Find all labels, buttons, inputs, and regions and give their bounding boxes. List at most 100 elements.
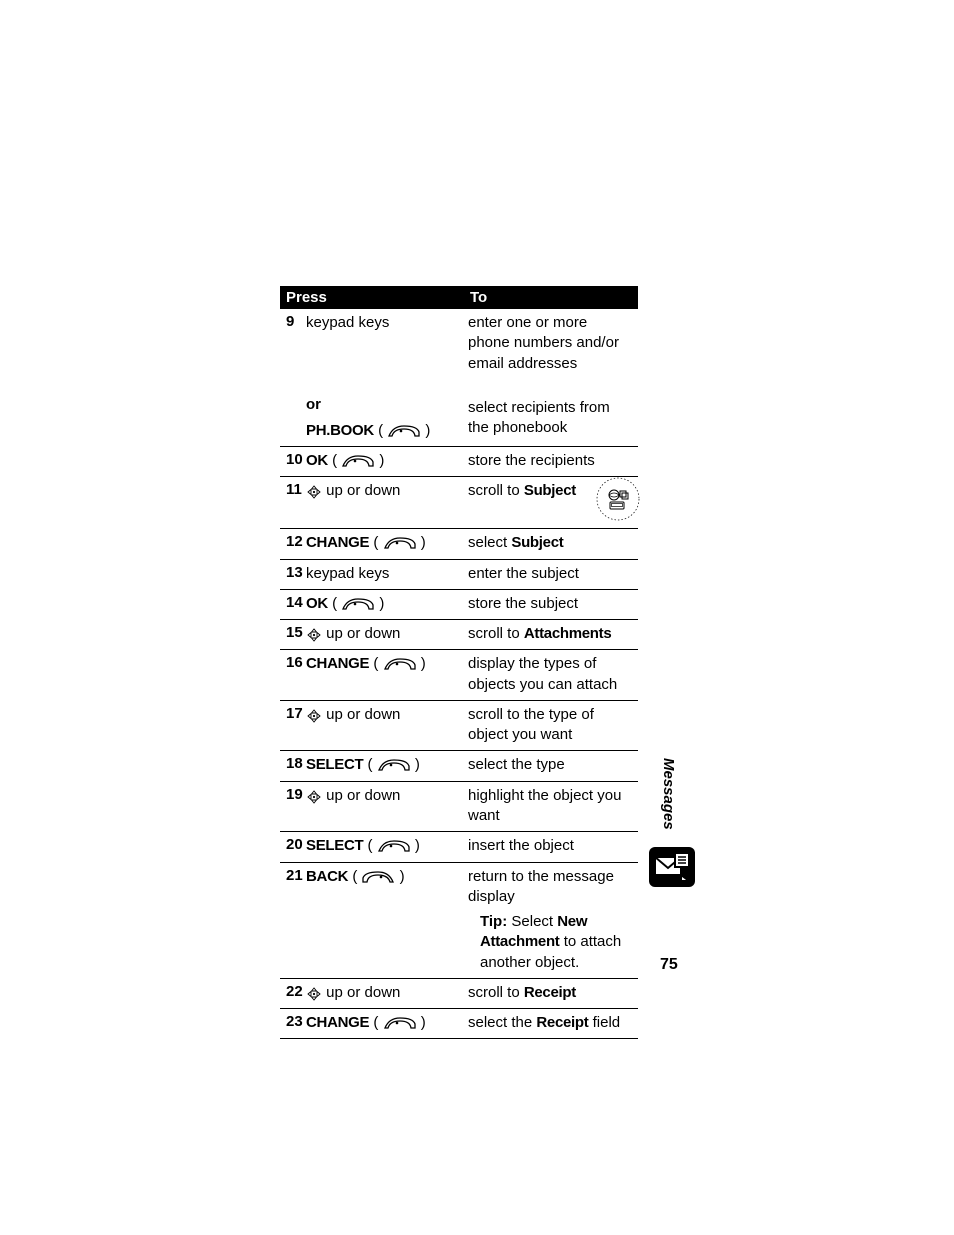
tip-block: Tip: Select New Attachment to attach ano… [468, 912, 632, 973]
subject-label: Subject [511, 534, 563, 551]
table-header: Press To [280, 286, 638, 309]
to-cell: select Subject [468, 533, 638, 553]
press-text: PH.BOOK ( ) [306, 421, 462, 441]
receipt-label: Receipt [536, 1014, 588, 1031]
instruction-table: Press To 9 keypad keys or PH.BOOK ( ) [280, 286, 638, 1039]
press-cell: BACK ( ) [306, 867, 468, 887]
left-softkey-icon [383, 533, 417, 553]
scroll-icon [306, 786, 322, 805]
left-softkey-icon [383, 1013, 417, 1033]
updown-label: up or down [326, 706, 400, 723]
step-number: 11 [280, 481, 306, 498]
paren-open: ( [378, 422, 383, 439]
paren-open: ( [373, 655, 378, 672]
paren-open: ( [332, 595, 337, 612]
step-number: 10 [280, 451, 306, 468]
paren-open: ( [352, 868, 357, 885]
paren-close: ) [379, 595, 384, 612]
to-text: field [588, 1014, 620, 1031]
paren-close: ) [421, 534, 426, 551]
change-label: CHANGE [306, 1014, 369, 1031]
step-number: 17 [280, 705, 306, 722]
table-row: 12 CHANGE ( ) select Subject [280, 529, 638, 559]
step-number: 20 [280, 836, 306, 853]
paren-close: ) [421, 655, 426, 672]
to-text: scroll to [468, 625, 524, 642]
updown-label: up or down [326, 625, 400, 642]
step-number: 12 [280, 533, 306, 550]
table-row: 17 up or down scroll to the type of obje… [280, 701, 638, 752]
to-cell: enter the subject [468, 564, 638, 584]
to-text: scroll to [468, 984, 524, 1001]
to-cell: scroll to the type of object you want [468, 705, 638, 746]
paren-close: ) [379, 452, 384, 469]
to-text: select [468, 534, 511, 551]
scroll-icon [306, 625, 322, 644]
envelope-icon [645, 840, 699, 894]
tip-label: Tip: [480, 913, 507, 930]
or-label: or [306, 395, 462, 415]
to-cell: enter one or more phone numbers and/or e… [468, 313, 638, 438]
press-cell: keypad keys [306, 564, 468, 584]
press-cell: up or down [306, 983, 468, 1003]
to-text: select the [468, 1014, 536, 1031]
header-press: Press [280, 289, 468, 306]
press-text: keypad keys [306, 313, 462, 333]
attachments-label: Attachments [524, 625, 612, 642]
press-cell: OK ( ) [306, 594, 468, 614]
table-row: 18 SELECT ( ) select the type [280, 751, 638, 781]
section-tab-label: Messages [660, 758, 677, 830]
press-cell: SELECT ( ) [306, 836, 468, 856]
step-number: 21 [280, 867, 306, 884]
step-number: 23 [280, 1013, 306, 1030]
ok-label: OK [306, 595, 328, 612]
step-number: 15 [280, 624, 306, 641]
to-cell: insert the object [468, 836, 638, 856]
press-cell: keypad keys or PH.BOOK ( ) [306, 313, 468, 441]
press-cell: up or down [306, 481, 468, 501]
scroll-icon [306, 983, 322, 1002]
updown-label: up or down [326, 984, 400, 1001]
select-label: SELECT [306, 837, 363, 854]
table-row: 14 OK ( ) store the subject [280, 590, 638, 620]
press-cell: SELECT ( ) [306, 755, 468, 775]
back-label: BACK [306, 868, 348, 885]
to-cell: scroll to Attachments [468, 624, 638, 644]
step-number: 18 [280, 755, 306, 772]
to-cell: display the types of objects you can att… [468, 654, 638, 695]
to-cell: scroll to Receipt [468, 983, 638, 1003]
press-cell: OK ( ) [306, 451, 468, 471]
step-number: 13 [280, 564, 306, 581]
press-cell: up or down [306, 624, 468, 644]
press-cell: up or down [306, 705, 468, 725]
to-cell: select the type [468, 755, 638, 775]
step-number: 16 [280, 654, 306, 671]
step-number: 22 [280, 983, 306, 1000]
scroll-icon [306, 705, 322, 724]
updown-label: up or down [326, 787, 400, 804]
header-to: To [468, 289, 638, 306]
left-softkey-icon [387, 421, 421, 441]
table-row: 13 keypad keys enter the subject [280, 560, 638, 590]
paren-close: ) [421, 1014, 426, 1031]
left-softkey-icon [383, 654, 417, 674]
table-row: 22 up or down scroll to Receipt [280, 979, 638, 1009]
tip-text: Select [511, 913, 553, 930]
to-cell: store the subject [468, 594, 638, 614]
change-label: CHANGE [306, 534, 369, 551]
table-row: 23 CHANGE ( ) select the Receipt field [280, 1009, 638, 1039]
updown-label: up or down [326, 482, 400, 499]
table-row: 15 up or down scroll to Attachments [280, 620, 638, 650]
table-row: 21 BACK ( ) return to the message displa… [280, 863, 638, 979]
paren-open: ( [368, 756, 373, 773]
ok-label: OK [306, 452, 328, 469]
to-text: enter one or more phone numbers and/or e… [468, 313, 632, 374]
paren-close: ) [415, 756, 420, 773]
change-label: CHANGE [306, 655, 369, 672]
scroll-icon [306, 482, 322, 501]
phbook-label: PH.BOOK [306, 422, 374, 439]
left-softkey-icon [377, 836, 411, 856]
paren-open: ( [373, 1014, 378, 1031]
network-feature-icon [596, 477, 640, 521]
step-number: 9 [280, 313, 306, 330]
